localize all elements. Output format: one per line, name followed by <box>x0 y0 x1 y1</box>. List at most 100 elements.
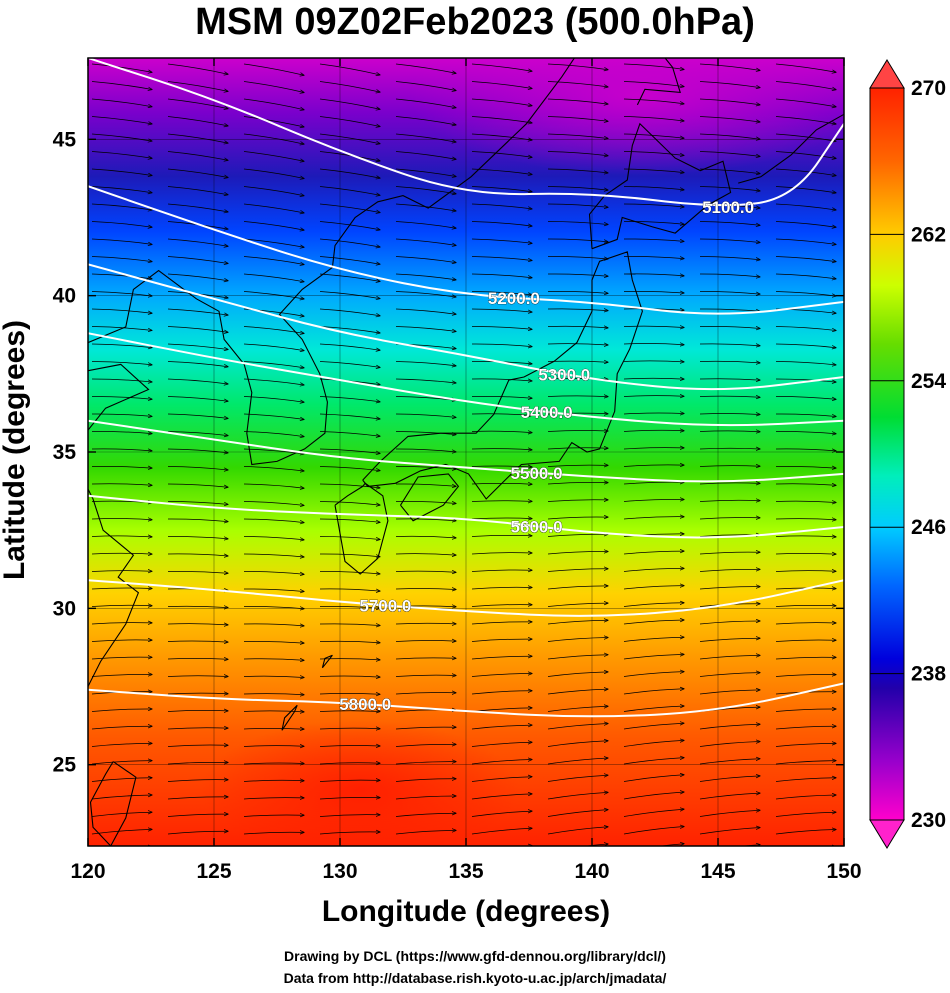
wind-arrow <box>167 116 228 126</box>
wind-arrow <box>699 742 760 747</box>
wind-arrow <box>471 81 532 89</box>
wind-arrow <box>699 221 760 226</box>
wind-arrow <box>471 518 532 519</box>
wind-arrow <box>167 710 228 711</box>
wind-arrow <box>395 431 456 435</box>
wind-arrow <box>167 624 228 625</box>
wind-arrow <box>775 466 836 468</box>
wind-arrow <box>547 273 608 276</box>
wind-arrow <box>547 221 608 225</box>
wind-arrow <box>623 98 684 104</box>
wind-arrow <box>395 675 456 676</box>
wind-arrow <box>471 291 532 295</box>
wind-arrow <box>699 518 760 519</box>
wind-arrow <box>699 63 760 70</box>
wind-arrow <box>583 844 608 846</box>
wind-arrow <box>91 186 152 193</box>
wind-arrow <box>623 499 684 502</box>
wind-arrow <box>395 116 456 125</box>
wind-arrow <box>547 655 608 660</box>
wind-arrow <box>623 586 684 590</box>
wind-arrow <box>471 326 532 329</box>
wind-arrow <box>167 63 228 74</box>
wind-arrow <box>699 621 760 625</box>
wind-arrow <box>471 343 532 347</box>
wind-arrow <box>623 413 684 414</box>
wind-arrow <box>547 396 608 397</box>
wind-arrow <box>775 186 836 193</box>
wind-arrow <box>243 81 304 93</box>
wind-arrow <box>699 273 760 277</box>
wind-arrow <box>547 256 608 259</box>
wind-arrow <box>319 98 380 109</box>
wind-arrow <box>395 727 456 730</box>
wind-arrow <box>395 483 456 486</box>
wind-arrow <box>91 571 152 572</box>
wind-arrow <box>319 501 380 506</box>
wind-arrow <box>775 519 836 520</box>
wind-arrow <box>775 168 836 176</box>
wind-arrow <box>699 238 760 243</box>
contour-label-5700: 5700.0 <box>359 596 411 615</box>
wind-arrow <box>319 291 380 299</box>
wind-arrow <box>167 676 228 677</box>
wind-arrow <box>699 483 760 484</box>
wind-arrow <box>243 780 304 781</box>
wind-arrow <box>775 709 836 712</box>
wind-arrow <box>91 709 152 712</box>
wind-arrow <box>623 378 684 379</box>
wind-arrow <box>167 151 228 161</box>
wind-arrow <box>91 829 152 835</box>
wind-arrow <box>775 795 836 800</box>
wind-arrow <box>623 568 684 572</box>
contour-label-5400: 5400.0 <box>521 403 573 422</box>
wind-arrow <box>91 116 152 124</box>
wind-arrow <box>471 639 532 642</box>
wind-arrow <box>471 691 532 695</box>
contour-label-5500: 5500.0 <box>511 464 563 483</box>
wind-arrow <box>547 706 608 712</box>
wind-arrow <box>547 827 608 835</box>
wind-arrow <box>243 483 304 488</box>
wind-arrow <box>471 501 532 502</box>
wind-arrow <box>623 151 684 156</box>
wind-arrow <box>547 448 608 449</box>
wind-arrow <box>243 624 304 626</box>
wind-arrow <box>471 587 532 589</box>
wind-arrow <box>547 758 608 765</box>
wind-arrow <box>699 500 760 501</box>
wind-arrow <box>623 672 684 677</box>
wind-arrow <box>699 724 760 730</box>
wind-arrow <box>623 723 684 730</box>
wind-arrow <box>775 536 836 537</box>
wind-arrow <box>547 672 608 677</box>
wind-arrow <box>547 344 608 345</box>
wind-arrow <box>775 484 836 486</box>
wind-arrow <box>91 221 152 228</box>
wind-arrow <box>91 378 152 382</box>
wind-arrow <box>319 588 380 591</box>
wind-arrow <box>319 466 380 471</box>
wind-arrow <box>243 815 304 817</box>
wind-arrow <box>623 396 684 397</box>
wind-arrow <box>167 536 228 538</box>
coast-sakhalin <box>636 58 681 106</box>
wind-arrow <box>395 221 456 229</box>
wind-arrow <box>395 813 456 817</box>
wind-arrow <box>243 746 304 747</box>
wind-arrow <box>699 587 760 590</box>
wind-arrow <box>547 186 608 191</box>
wind-arrow <box>319 81 380 93</box>
wind-arrow <box>91 133 152 141</box>
wind-arrow <box>395 326 456 332</box>
wind-arrow <box>699 379 760 380</box>
wind-arrow <box>243 711 304 712</box>
wind-arrow <box>547 741 608 747</box>
wind-arrow <box>167 814 228 817</box>
y-tick-label: 40 <box>53 285 76 308</box>
wind-arrow <box>395 466 456 469</box>
wind-arrow <box>319 624 380 626</box>
wind-arrow <box>471 238 532 243</box>
wind-arrow <box>623 792 684 800</box>
